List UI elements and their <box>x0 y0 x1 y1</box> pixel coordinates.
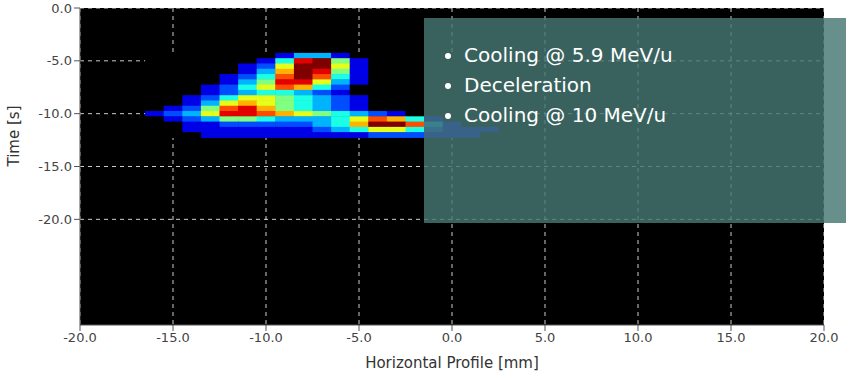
svg-text:Time [s]: Time [s] <box>5 106 23 168</box>
svg-text:0.0: 0.0 <box>51 1 72 16</box>
svg-text:-10.0: -10.0 <box>249 330 283 345</box>
html-text:Cooling @ 10 MeV/u: Cooling @ 10 MeV/u <box>464 103 667 127</box>
svg-text:-10.0: -10.0 <box>38 106 72 121</box>
svg-text:0.0: 0.0 <box>442 330 463 345</box>
svg-text:-15.0: -15.0 <box>156 330 190 345</box>
svg-text:-5.0: -5.0 <box>346 330 371 345</box>
svg-text:15.0: 15.0 <box>717 330 746 345</box>
svg-text:-20.0: -20.0 <box>63 330 97 345</box>
html-text:Cooling @ 5.9 MeV/u: Cooling @ 5.9 MeV/u <box>464 43 673 67</box>
svg-text:-15.0: -15.0 <box>38 159 72 174</box>
svg-text:10.0: 10.0 <box>624 330 653 345</box>
html-text:Deceleration: Deceleration <box>464 73 592 97</box>
svg-text:-5.0: -5.0 <box>47 53 72 68</box>
svg-text:-20.0: -20.0 <box>38 212 72 227</box>
svg-text:20.0: 20.0 <box>810 330 839 345</box>
svg-text:Horizontal Profile [mm]: Horizontal Profile [mm] <box>365 354 539 372</box>
svg-text:5.0: 5.0 <box>535 330 556 345</box>
